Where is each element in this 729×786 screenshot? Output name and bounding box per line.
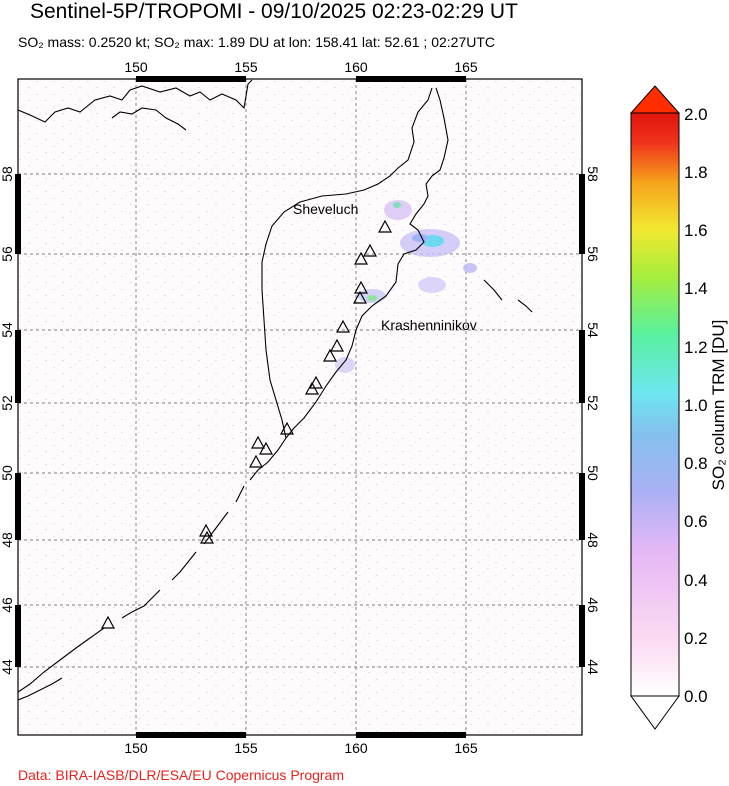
lat-tick-right-46: 46 <box>585 597 601 613</box>
lat-tick-right-58: 58 <box>585 166 601 182</box>
colorbar-tick-1-8: 1.8 <box>684 163 708 182</box>
lat-tick-right-56: 56 <box>585 246 601 262</box>
volcano-icon <box>377 219 393 233</box>
lon-tick-bottom-160: 160 <box>344 740 368 756</box>
lat-tick-left-46: 46 <box>0 597 15 613</box>
data-credit: Data: BIRA-IASB/DLR/ESA/EU Copernicus Pr… <box>18 767 345 783</box>
lat-tick-left-52: 52 <box>0 395 15 411</box>
coastline <box>18 79 533 701</box>
volcano-icon <box>352 290 368 304</box>
volcano-icon <box>362 243 378 257</box>
gridlines <box>18 79 582 735</box>
volcano-markers <box>100 219 393 629</box>
lat-tick-left-58: 58 <box>0 166 15 182</box>
volcano-icon <box>100 615 116 629</box>
lon-tick-top-155: 155 <box>234 59 258 75</box>
lat-tick-left-56: 56 <box>0 246 15 262</box>
lon-tick-bottom-155: 155 <box>234 740 258 756</box>
colorbar-label: SO₂ column TRM [DU] <box>709 320 728 491</box>
lon-tick-top-160: 160 <box>344 59 368 75</box>
colorbar-under-arrow <box>630 695 680 730</box>
lat-tick-left-48: 48 <box>0 532 15 548</box>
volcano-icon <box>279 421 295 435</box>
map-frame-bars <box>15 76 585 738</box>
volcano-icon <box>250 435 266 449</box>
lon-tick-bottom-165: 165 <box>454 740 478 756</box>
colorbar-tick-1-0: 1.0 <box>684 396 708 415</box>
map-subtitle: SO₂ mass: 0.2520 kt; SO₂ max: 1.89 DU at… <box>18 34 495 50</box>
colorbar-tick-0-6: 0.6 <box>684 512 708 531</box>
lat-tick-right-44: 44 <box>585 659 601 675</box>
lon-tick-top-165: 165 <box>454 59 478 75</box>
colorbar-tick-0-0: 0.0 <box>684 687 708 706</box>
colorbar: 0.0 0.2 0.4 0.6 0.8 1.0 1.2 1.4 1.6 1.8 … <box>629 85 728 730</box>
volcano-label-krasheninnikov: Krashenninikov <box>381 317 477 333</box>
volcano-icon <box>199 530 215 544</box>
lat-tick-right-54: 54 <box>585 322 601 338</box>
lon-tick-top-150: 150 <box>124 59 148 75</box>
volcano-icon <box>335 319 351 333</box>
colorbar-over-arrow <box>629 85 681 114</box>
colorbar-tick-1-4: 1.4 <box>684 279 708 298</box>
volcano-icon <box>322 348 338 362</box>
lat-tick-left-44: 44 <box>0 659 15 675</box>
volcano-icon <box>329 338 345 352</box>
colorbar-tick-2-0: 2.0 <box>684 105 708 124</box>
colorbar-tick-0-8: 0.8 <box>684 454 708 473</box>
colorbar-tick-0-2: 0.2 <box>684 629 708 648</box>
volcano-icon <box>248 454 264 468</box>
volcano-label-sheveluch: Sheveluch <box>293 201 358 217</box>
lat-tick-right-48: 48 <box>585 532 601 548</box>
volcano-icon <box>258 441 274 455</box>
volcano-icon <box>198 523 214 537</box>
lat-tick-left-50: 50 <box>0 465 15 481</box>
colorbar-tick-1-6: 1.6 <box>684 221 708 240</box>
lat-tick-left-54: 54 <box>0 322 15 338</box>
volcano-icon <box>304 381 320 395</box>
volcano-icon <box>353 251 369 265</box>
colorbar-gradient <box>630 112 680 697</box>
colorbar-tick-1-2: 1.2 <box>684 338 708 357</box>
lat-tick-right-52: 52 <box>585 395 601 411</box>
lon-tick-bottom-150: 150 <box>124 740 148 756</box>
volcano-icon <box>308 375 324 389</box>
colorbar-tick-0-4: 0.4 <box>684 571 708 590</box>
lat-tick-right-50: 50 <box>585 465 601 481</box>
